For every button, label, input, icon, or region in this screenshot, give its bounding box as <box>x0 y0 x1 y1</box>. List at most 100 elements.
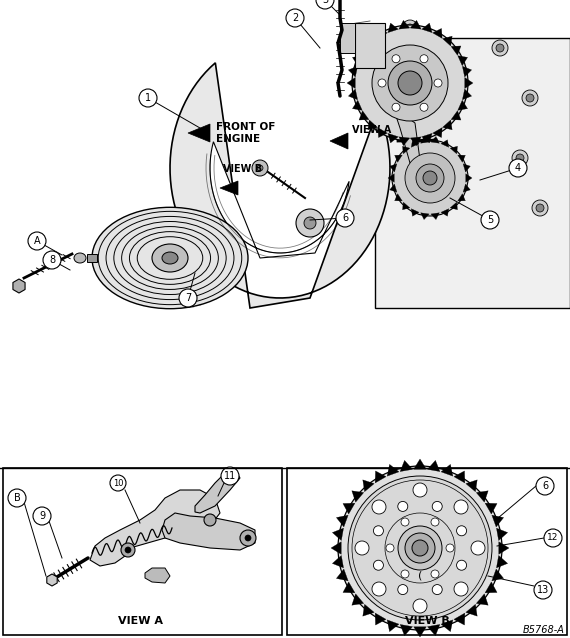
Polygon shape <box>433 128 442 138</box>
Polygon shape <box>492 569 504 581</box>
Circle shape <box>413 483 427 497</box>
Polygon shape <box>352 56 363 66</box>
Polygon shape <box>347 77 355 89</box>
Polygon shape <box>410 20 421 29</box>
Circle shape <box>509 159 527 177</box>
Polygon shape <box>410 137 421 145</box>
Circle shape <box>121 543 135 557</box>
Ellipse shape <box>92 207 248 309</box>
Text: 7: 7 <box>185 293 191 303</box>
Polygon shape <box>421 137 429 144</box>
Polygon shape <box>400 625 413 635</box>
Circle shape <box>536 477 554 495</box>
Circle shape <box>252 160 268 176</box>
Circle shape <box>481 211 499 229</box>
Ellipse shape <box>152 244 188 272</box>
Polygon shape <box>395 113 420 163</box>
Text: FRONT OF
ENGINE: FRONT OF ENGINE <box>216 122 275 144</box>
Circle shape <box>398 584 408 595</box>
Polygon shape <box>442 36 452 46</box>
Text: VIEW A: VIEW A <box>352 125 391 135</box>
Polygon shape <box>433 29 442 38</box>
Polygon shape <box>375 613 386 625</box>
Circle shape <box>392 103 400 111</box>
Polygon shape <box>466 174 472 182</box>
Circle shape <box>512 150 528 166</box>
Polygon shape <box>90 490 220 566</box>
Polygon shape <box>477 491 488 502</box>
Circle shape <box>413 599 427 613</box>
Circle shape <box>372 45 448 121</box>
Text: 4: 4 <box>515 163 521 173</box>
Polygon shape <box>47 574 57 586</box>
Polygon shape <box>363 604 374 616</box>
Text: (: ( <box>418 571 422 581</box>
Polygon shape <box>454 471 465 483</box>
Polygon shape <box>390 164 397 172</box>
Circle shape <box>398 71 422 95</box>
Circle shape <box>336 209 354 227</box>
Polygon shape <box>463 164 470 172</box>
Circle shape <box>412 540 428 556</box>
Bar <box>287 468 567 635</box>
Circle shape <box>286 9 304 27</box>
Circle shape <box>457 560 467 570</box>
Polygon shape <box>454 613 465 625</box>
Polygon shape <box>343 582 355 593</box>
Text: 5: 5 <box>487 215 493 225</box>
Polygon shape <box>332 528 344 540</box>
Polygon shape <box>499 542 509 554</box>
Circle shape <box>536 204 544 212</box>
Polygon shape <box>359 111 369 120</box>
Polygon shape <box>428 461 440 471</box>
Circle shape <box>454 500 468 514</box>
Circle shape <box>402 20 418 36</box>
Polygon shape <box>402 146 410 154</box>
Polygon shape <box>450 146 458 154</box>
Polygon shape <box>348 89 357 100</box>
Polygon shape <box>441 620 453 632</box>
Circle shape <box>386 544 394 552</box>
Polygon shape <box>368 36 377 46</box>
Circle shape <box>406 24 414 32</box>
Circle shape <box>348 476 492 620</box>
Circle shape <box>43 251 61 269</box>
Text: 11: 11 <box>224 471 236 481</box>
Circle shape <box>405 533 435 563</box>
Polygon shape <box>411 209 419 216</box>
Polygon shape <box>378 29 388 38</box>
Text: 8: 8 <box>49 255 55 265</box>
Polygon shape <box>400 461 413 471</box>
Circle shape <box>398 526 442 570</box>
Polygon shape <box>343 503 355 514</box>
Text: 1: 1 <box>145 93 151 103</box>
Circle shape <box>8 489 26 507</box>
Polygon shape <box>375 471 386 483</box>
Polygon shape <box>210 142 349 258</box>
Circle shape <box>405 153 455 203</box>
Circle shape <box>416 164 444 192</box>
Circle shape <box>28 232 46 250</box>
Polygon shape <box>188 124 210 142</box>
Polygon shape <box>336 515 348 527</box>
Polygon shape <box>388 23 398 33</box>
Polygon shape <box>332 556 344 568</box>
Text: VIEW B: VIEW B <box>223 164 262 174</box>
Circle shape <box>420 55 428 63</box>
Polygon shape <box>466 480 477 492</box>
Polygon shape <box>451 46 461 56</box>
Polygon shape <box>465 77 473 89</box>
Polygon shape <box>13 279 25 293</box>
Circle shape <box>431 518 439 526</box>
Polygon shape <box>431 137 439 144</box>
Polygon shape <box>414 459 426 470</box>
Bar <box>355 23 385 68</box>
Circle shape <box>432 584 442 595</box>
Text: 6: 6 <box>542 481 548 491</box>
Circle shape <box>221 467 239 485</box>
Polygon shape <box>458 155 465 162</box>
Polygon shape <box>387 620 399 632</box>
Circle shape <box>338 466 502 630</box>
Circle shape <box>388 61 432 105</box>
Circle shape <box>496 44 504 52</box>
